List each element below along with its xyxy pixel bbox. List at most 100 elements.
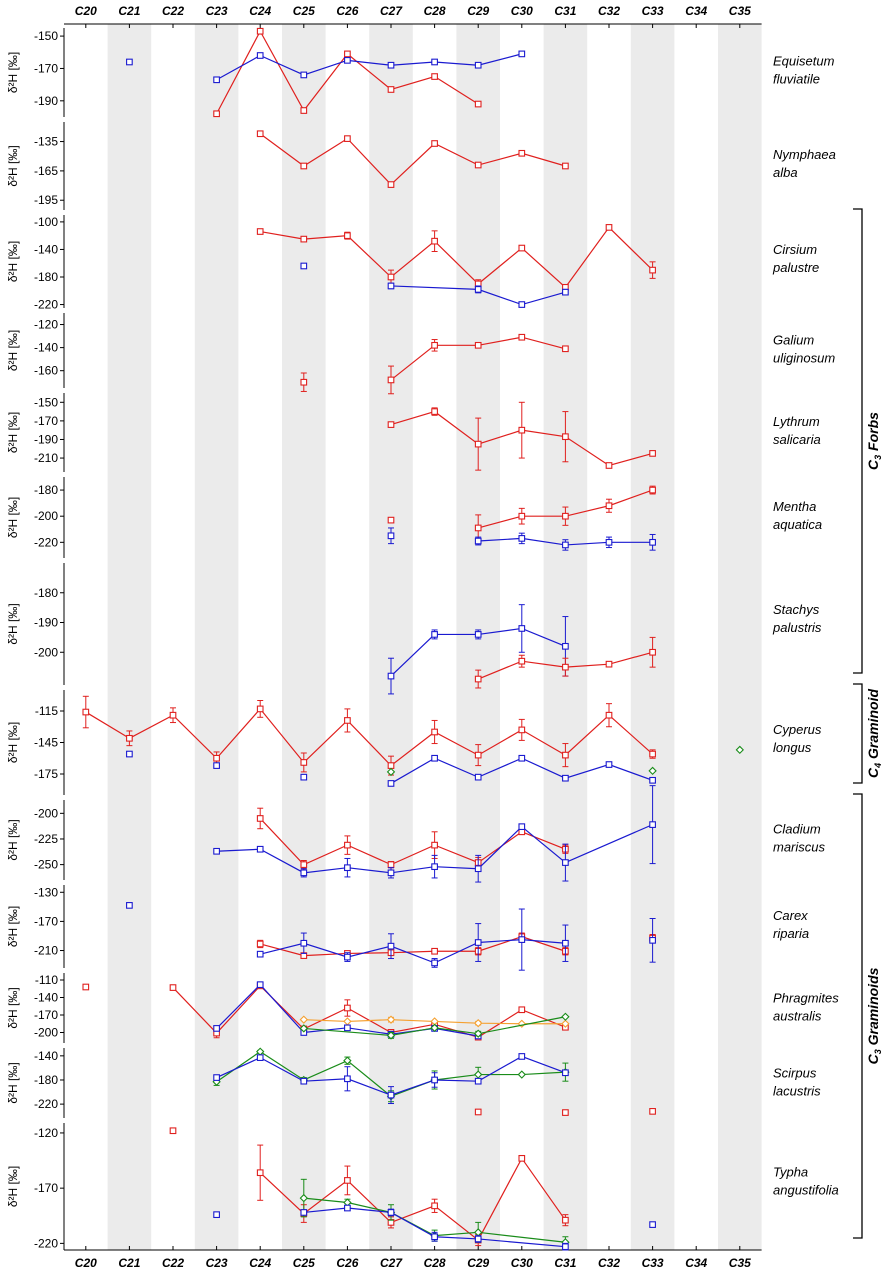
- data-point: [169, 984, 177, 991]
- data-point: [562, 162, 569, 170]
- data-point: [649, 648, 656, 656]
- data-point: [256, 1169, 264, 1177]
- data-point: [431, 841, 438, 849]
- column-label-top: C23: [206, 4, 228, 18]
- data-point: [474, 751, 482, 759]
- data-point-diamond: [343, 1056, 352, 1065]
- column-label-top: C22: [162, 4, 184, 18]
- series-line: [260, 226, 654, 289]
- column-shade: [194, 24, 239, 1250]
- column-label-bottom: C34: [685, 1256, 707, 1270]
- data-point: [387, 780, 395, 787]
- data-point: [256, 27, 264, 35]
- data-point: [649, 1108, 656, 1115]
- data-point: [431, 728, 438, 736]
- group-label: C3 Graminoids: [865, 967, 883, 1064]
- panel-axis: [60, 477, 65, 558]
- y-axis-label: δ²H [‰]: [6, 412, 20, 453]
- y-tick-label: -140: [34, 1049, 58, 1063]
- species-name-2: salicaria: [773, 432, 821, 447]
- data-point: [649, 266, 656, 274]
- data-point: [256, 228, 264, 235]
- data-point: [649, 776, 656, 784]
- data-point: [562, 642, 569, 650]
- data-point: [474, 440, 482, 448]
- y-tick-label: -220: [34, 535, 58, 549]
- column-label-bottom: C33: [642, 1256, 664, 1270]
- y-tick-label: -120: [34, 318, 58, 332]
- data-point: [518, 1053, 526, 1060]
- data-point: [474, 161, 482, 169]
- series-line: [260, 936, 566, 957]
- y-tick-label: -200: [34, 1026, 58, 1040]
- data-point: [300, 939, 308, 947]
- y-tick-label: -170: [34, 1181, 58, 1195]
- data-point: [213, 76, 220, 84]
- column-label-top: C25: [293, 4, 315, 18]
- species-name-2: alba: [773, 165, 798, 180]
- y-tick-label: -200: [34, 645, 58, 659]
- data-point: [431, 408, 438, 415]
- column-shade: [107, 24, 152, 1250]
- data-point: [431, 631, 438, 638]
- data-point: [431, 863, 438, 871]
- data-point-diamond: [561, 1019, 570, 1028]
- data-point: [169, 1127, 177, 1135]
- column-label-top: C35: [729, 4, 751, 18]
- data-point: [82, 708, 90, 716]
- data-point: [562, 663, 569, 671]
- y-tick-label: -180: [34, 483, 58, 497]
- data-point: [431, 754, 438, 762]
- column-label-top: C30: [511, 4, 533, 18]
- data-point: [474, 1108, 482, 1116]
- data-point: [300, 235, 308, 243]
- data-point: [562, 939, 569, 947]
- data-point: [256, 52, 264, 59]
- y-tick-label: -100: [34, 215, 58, 229]
- data-point: [387, 762, 395, 769]
- data-point: [213, 1025, 220, 1032]
- y-axis-label: δ²H [‰]: [6, 330, 20, 371]
- data-point: [300, 869, 308, 877]
- axes: [60, 23, 762, 1251]
- column-label-bottom: C31: [554, 1256, 576, 1270]
- data-point: [605, 462, 613, 469]
- group-label: C4 Graminoid: [865, 689, 883, 778]
- data-point: [605, 711, 613, 719]
- data-point-diamond: [343, 1017, 352, 1026]
- data-point: [605, 502, 613, 510]
- data-point: [387, 869, 395, 877]
- panel-axis: [60, 1048, 65, 1118]
- y-tick-label: -140: [34, 341, 58, 355]
- y-tick-label: -165: [34, 164, 58, 178]
- panel-series-group: [126, 902, 656, 971]
- y-tick-label: -140: [34, 242, 58, 256]
- data-point: [344, 57, 351, 64]
- data-point: [474, 773, 482, 781]
- y-tick-label: -150: [34, 395, 58, 409]
- data-point: [518, 754, 526, 762]
- data-point: [387, 273, 395, 281]
- data-point: [431, 1233, 438, 1241]
- column-label-top: C20: [75, 4, 97, 18]
- data-point: [344, 864, 351, 872]
- data-point-diamond: [430, 1023, 439, 1033]
- column-label-top: C21: [118, 4, 140, 18]
- group-bracket: [853, 208, 863, 674]
- group-label: C3 Forbs: [865, 412, 883, 470]
- y-axis-label: δ²H [‰]: [6, 906, 20, 947]
- species-name-2: riparia: [773, 926, 809, 941]
- data-point: [518, 244, 526, 252]
- data-point: [431, 58, 438, 66]
- panel-series-group: [169, 1127, 656, 1251]
- panel-series-group: [256, 224, 656, 308]
- panel-axis: [60, 122, 65, 210]
- data-point: [344, 1075, 351, 1083]
- y-axis-label: δ²H [‰]: [6, 1166, 20, 1207]
- data-series: [82, 27, 744, 1251]
- data-point: [300, 71, 308, 79]
- y-tick-label: -190: [34, 432, 58, 446]
- series-line: [259, 133, 566, 186]
- data-point: [344, 50, 351, 58]
- data-point: [431, 1076, 438, 1084]
